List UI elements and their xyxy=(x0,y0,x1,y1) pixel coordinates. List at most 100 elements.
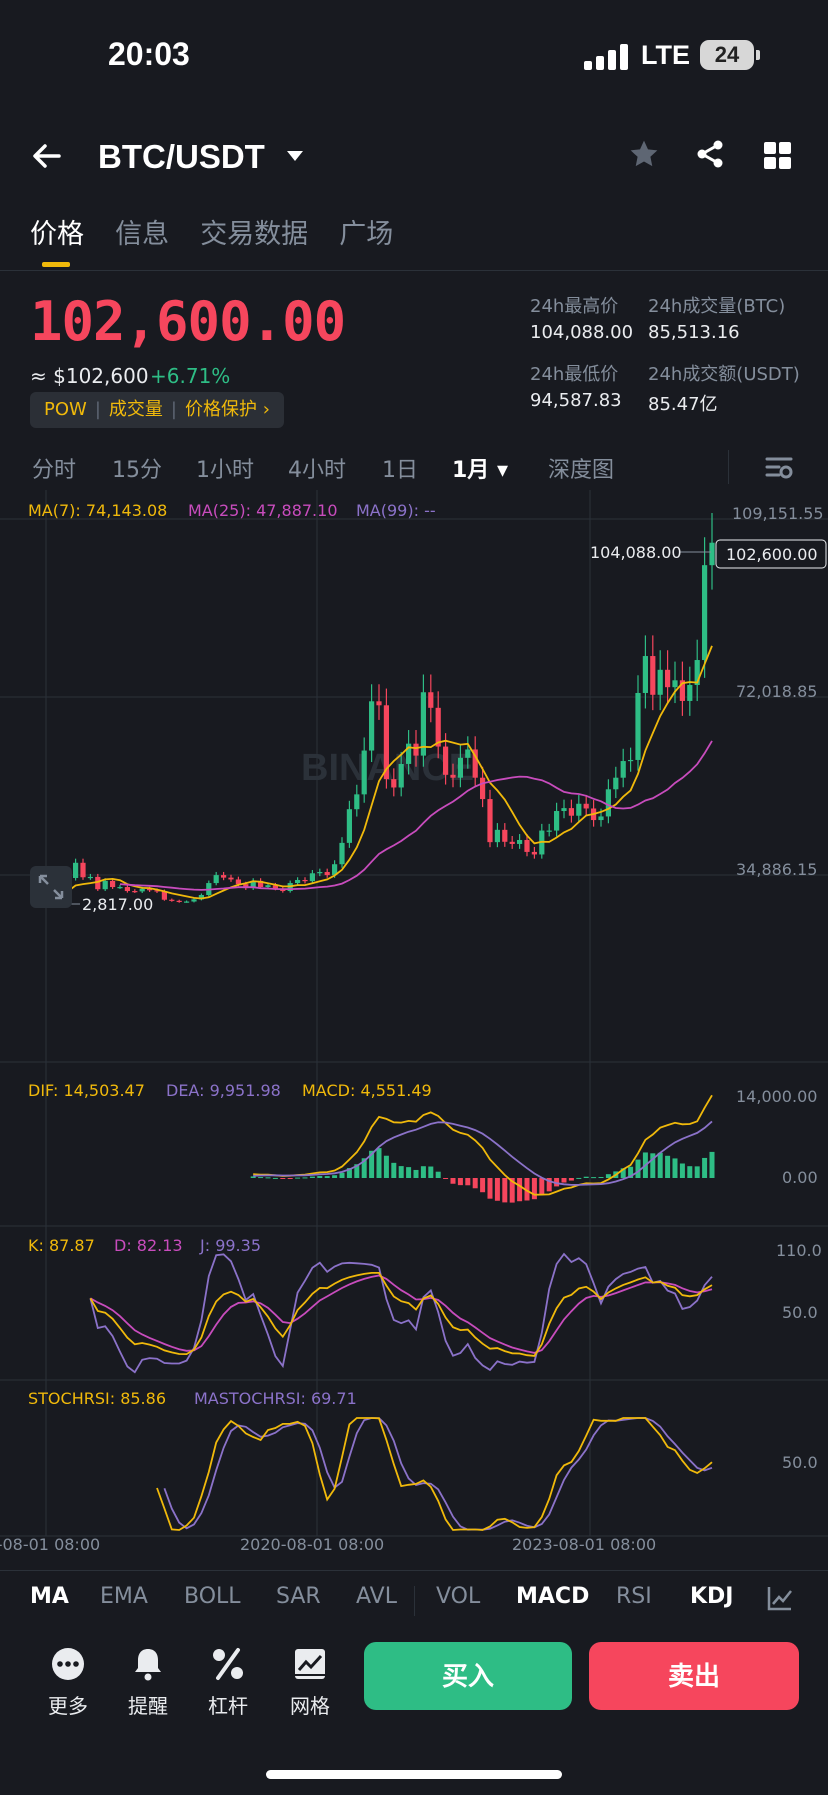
last-price: 102,600.00 xyxy=(30,290,346,353)
legend-k: K: 87.87 xyxy=(28,1236,95,1255)
tab-trading-data[interactable]: 交易数据 xyxy=(200,219,309,250)
candle xyxy=(110,880,116,888)
network-type: LTE xyxy=(641,40,690,70)
macd-bar xyxy=(457,1178,463,1186)
candle xyxy=(73,862,79,878)
tab-square[interactable]: 广场 xyxy=(339,219,394,250)
status-bar: 20:03 LTE 24 xyxy=(0,0,828,110)
price-axis-label-3: 34,886.15 xyxy=(736,860,817,879)
macd-bar xyxy=(376,1148,382,1178)
macd-bar xyxy=(391,1162,397,1178)
macd-bar xyxy=(620,1168,626,1178)
candle xyxy=(687,685,693,701)
candle xyxy=(450,774,456,778)
candle xyxy=(272,885,278,889)
more-label: 更多 xyxy=(48,1694,88,1718)
macd-bar xyxy=(398,1166,404,1178)
timeframe-line[interactable]: 分时 xyxy=(32,458,77,483)
candle xyxy=(332,864,338,876)
candle xyxy=(598,816,604,821)
candle xyxy=(258,880,264,888)
candle xyxy=(317,872,323,874)
stochrsi-axis-label: 50.0 xyxy=(782,1453,818,1472)
macd-bar xyxy=(361,1158,367,1178)
indicator-vol[interactable]: VOL xyxy=(436,1584,481,1609)
timeframe-1d[interactable]: 1日 xyxy=(382,458,418,483)
badge-volume[interactable]: 成交量 xyxy=(108,399,163,420)
stat-low-value: 94,587.83 xyxy=(530,390,622,411)
macd-bar xyxy=(539,1178,545,1195)
macd-bar xyxy=(628,1166,634,1178)
price-change: +6.71% xyxy=(150,364,231,388)
layout-grid-icon[interactable] xyxy=(764,142,792,170)
timeframe-4h[interactable]: 4小时 xyxy=(288,458,346,483)
macd-bar xyxy=(657,1152,663,1178)
candle xyxy=(702,565,708,661)
macd-bar xyxy=(509,1178,515,1203)
tab-info[interactable]: 信息 xyxy=(115,219,170,250)
back-arrow-icon[interactable] xyxy=(32,140,62,180)
timeframe-1h[interactable]: 1小时 xyxy=(196,458,254,483)
indicator-boll[interactable]: BOLL xyxy=(184,1584,241,1609)
candle xyxy=(509,841,515,844)
kdj-axis-label-2: 50.0 xyxy=(782,1303,818,1322)
alert-button[interactable]: 提醒 xyxy=(118,1646,178,1719)
favorite-star-icon[interactable] xyxy=(628,138,660,179)
high-marker: 104,088.00 xyxy=(590,543,682,562)
macd-bar xyxy=(702,1157,708,1178)
macd-bar xyxy=(250,1176,256,1178)
macd-bar xyxy=(258,1177,264,1179)
grid-trading-button[interactable]: 网格 xyxy=(280,1646,340,1719)
indicator-settings-icon[interactable] xyxy=(766,1584,794,1616)
candlestick-chart[interactable]: BINANCE MA(7): 74,143.08 MA(25): 47,887.… xyxy=(0,490,828,1590)
candle xyxy=(650,656,656,695)
macd-histogram xyxy=(250,1148,715,1203)
indicator-avl[interactable]: AVL xyxy=(356,1584,397,1609)
candle xyxy=(480,777,486,800)
timeframe-1mo[interactable]: 1月 ▾ xyxy=(452,458,509,483)
candle xyxy=(620,761,626,778)
candle xyxy=(531,851,537,855)
chart-settings-icon[interactable] xyxy=(764,452,794,486)
buy-button[interactable]: 买入 xyxy=(364,1642,572,1710)
macd-bar xyxy=(672,1158,678,1178)
pair-dropdown-icon[interactable] xyxy=(286,144,304,168)
share-icon[interactable] xyxy=(694,138,730,174)
indicator-divider xyxy=(0,1570,828,1571)
indicator-sar[interactable]: SAR xyxy=(276,1584,321,1609)
time-label-1: 2017-08-01 08:00 xyxy=(0,1535,100,1554)
candle xyxy=(235,879,241,885)
depth-chart-tab[interactable]: 深度图 xyxy=(548,458,615,483)
indicator-macd[interactable]: MACD xyxy=(516,1584,590,1609)
fullscreen-icon[interactable] xyxy=(30,866,72,908)
badge-price-protection[interactable]: 价格保护 › xyxy=(184,399,270,420)
macd-bar xyxy=(450,1178,456,1184)
candle xyxy=(465,749,471,758)
dif-line xyxy=(253,1094,713,1196)
pair-title[interactable]: BTC/USDT xyxy=(98,138,265,175)
candle xyxy=(635,692,641,760)
indicator-kdj[interactable]: KDJ xyxy=(690,1584,734,1609)
stat-high-label: 24h最高价 xyxy=(530,296,619,317)
alert-label: 提醒 xyxy=(128,1694,168,1718)
macd-bar xyxy=(524,1178,530,1201)
candle xyxy=(657,669,663,695)
more-button[interactable]: 更多 xyxy=(38,1646,98,1719)
ma25-line xyxy=(119,740,713,891)
indicator-ema[interactable]: EMA xyxy=(100,1584,148,1609)
legend-j: J: 99.35 xyxy=(199,1236,261,1255)
macd-bar xyxy=(650,1153,656,1178)
sell-button[interactable]: 卖出 xyxy=(589,1642,799,1710)
timeframe-15m[interactable]: 15分 xyxy=(112,458,162,483)
leverage-button[interactable]: 杠杆 xyxy=(198,1646,258,1719)
mastochrsi-line xyxy=(163,1417,713,1531)
candle xyxy=(265,885,271,888)
indicator-separator xyxy=(414,1586,415,1616)
badge-pow[interactable]: POW xyxy=(44,399,87,420)
indicator-ma[interactable]: MA xyxy=(30,1584,69,1609)
candle xyxy=(184,901,190,903)
indicator-rsi[interactable]: RSI xyxy=(616,1584,652,1609)
tab-price[interactable]: 价格 xyxy=(30,212,84,267)
section-tabs: 价格 信息 交易数据 广场 xyxy=(30,212,419,272)
fiat-price: ≈ $102,600 xyxy=(30,364,149,388)
